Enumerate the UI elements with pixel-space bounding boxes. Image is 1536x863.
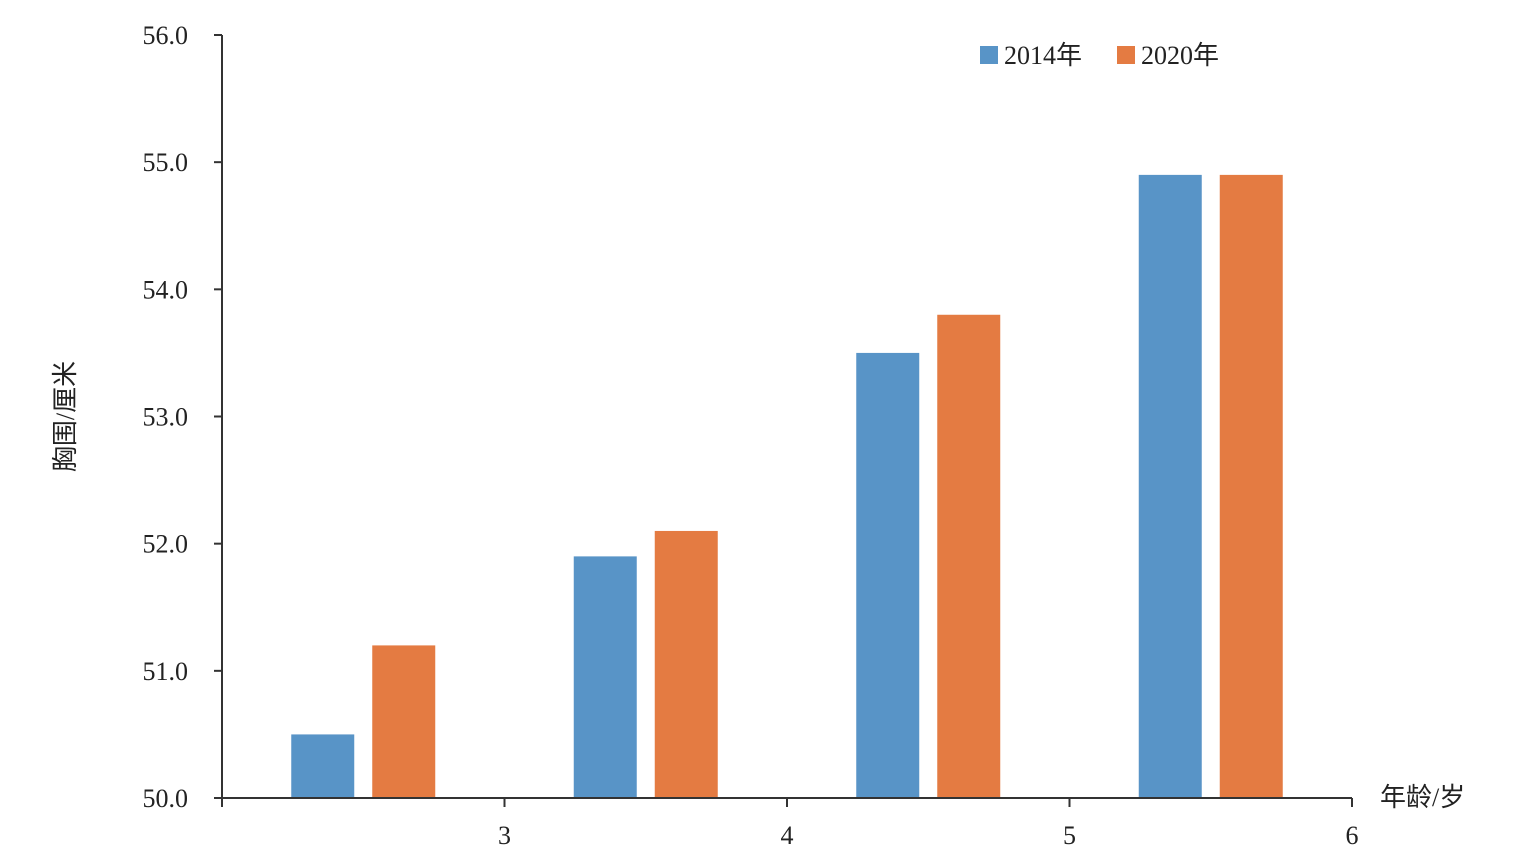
y-tick-label: 54.0 [143,275,189,304]
y-ticks-group: 50.0 51.0 52.0 53.0 54.0 55.0 56.0 [143,21,222,813]
bar-2020年-3 [372,645,436,798]
bars-group [291,174,1283,799]
legend-label: 2020年 [1141,41,1219,70]
bar-2020年-5 [937,314,1001,798]
y-tick-label: 52.0 [143,530,189,559]
y-tick-label: 50.0 [143,784,189,813]
bar-2020年-4 [654,530,718,798]
bar-2020年-6 [1219,174,1283,799]
x-axis-title: 年龄/岁 [1380,783,1465,812]
bar-2014年-5 [856,352,920,798]
legend: 2014年 2020年 [980,41,1219,70]
y-tick-label: 53.0 [143,403,189,432]
x-ticks-group: 3 4 5 6 [221,798,1359,850]
legend-label: 2014年 [1004,41,1082,70]
x-tick-label: 5 [1063,821,1076,850]
y-axis-title: 胸围/厘米 [51,361,80,472]
legend-swatch [1117,46,1135,64]
bar-2014年-6 [1138,174,1202,799]
bar-2014年-3 [291,734,355,798]
x-tick-label: 3 [498,821,511,850]
x-tick-label: 6 [1346,821,1359,850]
y-tick-label: 56.0 [143,21,189,50]
y-tick-label: 51.0 [143,657,189,686]
y-tick-label: 55.0 [143,148,189,177]
bar-2014年-4 [573,556,637,798]
x-tick-label: 4 [781,821,794,850]
legend-swatch [980,46,998,64]
